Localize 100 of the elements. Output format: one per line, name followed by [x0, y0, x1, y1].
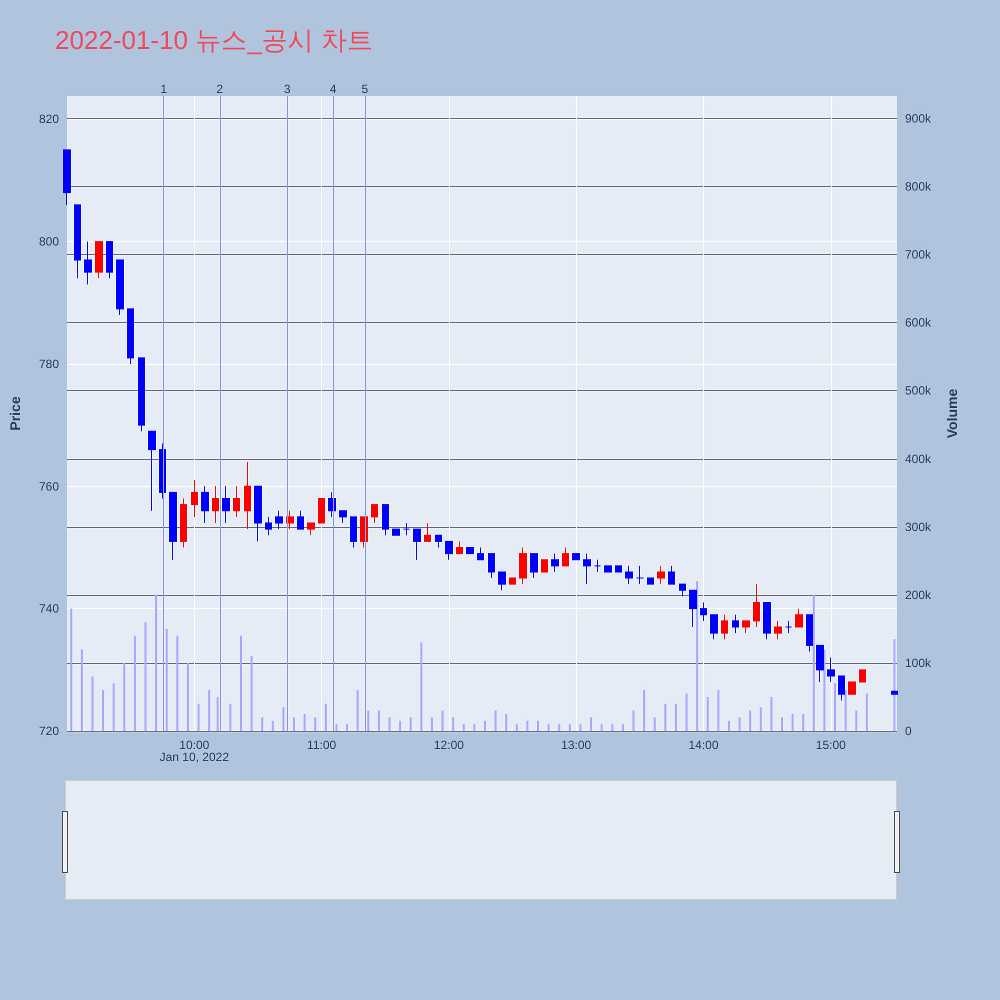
annotation: 5: [362, 82, 369, 96]
candlestick: [318, 498, 325, 524]
bar: [462, 724, 465, 731]
bar: [399, 720, 402, 731]
bar: [802, 714, 804, 731]
candlestick: [63, 149, 71, 206]
bar: [155, 594, 158, 731]
chart-title: 2022-01-10 뉴스_공시 차트: [55, 25, 373, 55]
bar: [250, 656, 253, 731]
candlestick: [689, 590, 697, 628]
candlestick: [148, 430, 156, 512]
bar: [537, 720, 540, 731]
candlestick: [700, 602, 707, 622]
bar: [91, 676, 94, 731]
bar: [812, 594, 815, 731]
candlestick: [169, 492, 177, 560]
candlestick: [816, 644, 824, 683]
bar: [388, 717, 390, 731]
bar: [600, 724, 603, 731]
bar: [420, 642, 422, 731]
annotation: 2: [216, 82, 224, 96]
bar: [494, 710, 497, 731]
candlestick: [519, 546, 527, 585]
candlestick: [275, 510, 283, 530]
candlestick: [498, 571, 506, 591]
bar: [314, 717, 316, 731]
bar: [112, 683, 115, 731]
bar: [304, 714, 306, 731]
bar: [823, 649, 826, 731]
y2-tick-label: 300k: [905, 520, 932, 534]
bar: [844, 690, 847, 731]
candlestick: [191, 480, 198, 518]
y2-axis-title: Volume: [944, 388, 960, 438]
annotation: 3: [284, 82, 291, 96]
bar: [590, 717, 592, 731]
candlestick: [138, 357, 145, 432]
bar: [198, 704, 200, 731]
bar: [738, 717, 741, 731]
bar: [792, 714, 794, 731]
bar: [526, 720, 528, 731]
candlestick: [222, 486, 230, 524]
candlestick: [551, 553, 559, 572]
candlestick: [392, 528, 400, 536]
bar: [272, 720, 274, 731]
candlestick: [509, 578, 516, 585]
candlestick: [668, 565, 675, 585]
bar: [558, 724, 560, 731]
candlestick: [466, 546, 474, 554]
bar: [654, 717, 656, 731]
candlestick: [562, 546, 569, 566]
annotation: 4: [330, 82, 337, 96]
candlestick: [445, 540, 453, 560]
bar: [770, 696, 772, 731]
candlestick: [753, 584, 760, 628]
bar: [261, 717, 264, 731]
bar: [356, 690, 359, 731]
candlestick: [382, 504, 389, 536]
bar: [674, 704, 677, 731]
y2-tick-label: 500k: [905, 384, 932, 398]
x-tick-label: 15:00: [816, 738, 846, 752]
bar: [144, 622, 147, 731]
candlestick: [254, 486, 262, 542]
bar: [240, 636, 242, 731]
candlestick: [827, 657, 835, 683]
bar: [208, 690, 210, 731]
x-tick-label: 11:00: [307, 738, 336, 752]
bar: [717, 690, 720, 731]
bar: [696, 581, 698, 731]
candlestick: [583, 553, 591, 585]
bar: [166, 628, 168, 731]
bar: [516, 724, 518, 731]
bar: [367, 710, 370, 731]
candlestick: [350, 516, 357, 548]
bar: [505, 714, 508, 731]
bar: [324, 704, 327, 731]
candlestick: [710, 614, 718, 640]
bar: [834, 683, 836, 731]
bar: [579, 724, 582, 731]
candlestick: [244, 461, 251, 530]
candlestick: [180, 498, 187, 548]
bar: [632, 710, 634, 731]
bar: [176, 636, 178, 731]
candlestick: [732, 614, 739, 634]
bar: [346, 724, 348, 731]
y2-tick-label: 800k: [905, 180, 932, 194]
candlestick: [435, 534, 442, 548]
y-tick-label: 820: [38, 112, 60, 126]
candlestick: [806, 614, 813, 652]
candlestick: [413, 528, 421, 560]
bar: [378, 710, 380, 731]
bar: [473, 724, 476, 731]
candlestick: [84, 241, 92, 285]
y-tick-label: 780: [38, 356, 60, 371]
y-tick-label: 760: [38, 479, 60, 494]
candlestick: [848, 682, 856, 695]
candlestick: [647, 578, 654, 585]
candlestick: [615, 565, 622, 572]
bar: [123, 662, 126, 731]
annotation: 1: [160, 82, 168, 96]
bar: [442, 710, 444, 731]
